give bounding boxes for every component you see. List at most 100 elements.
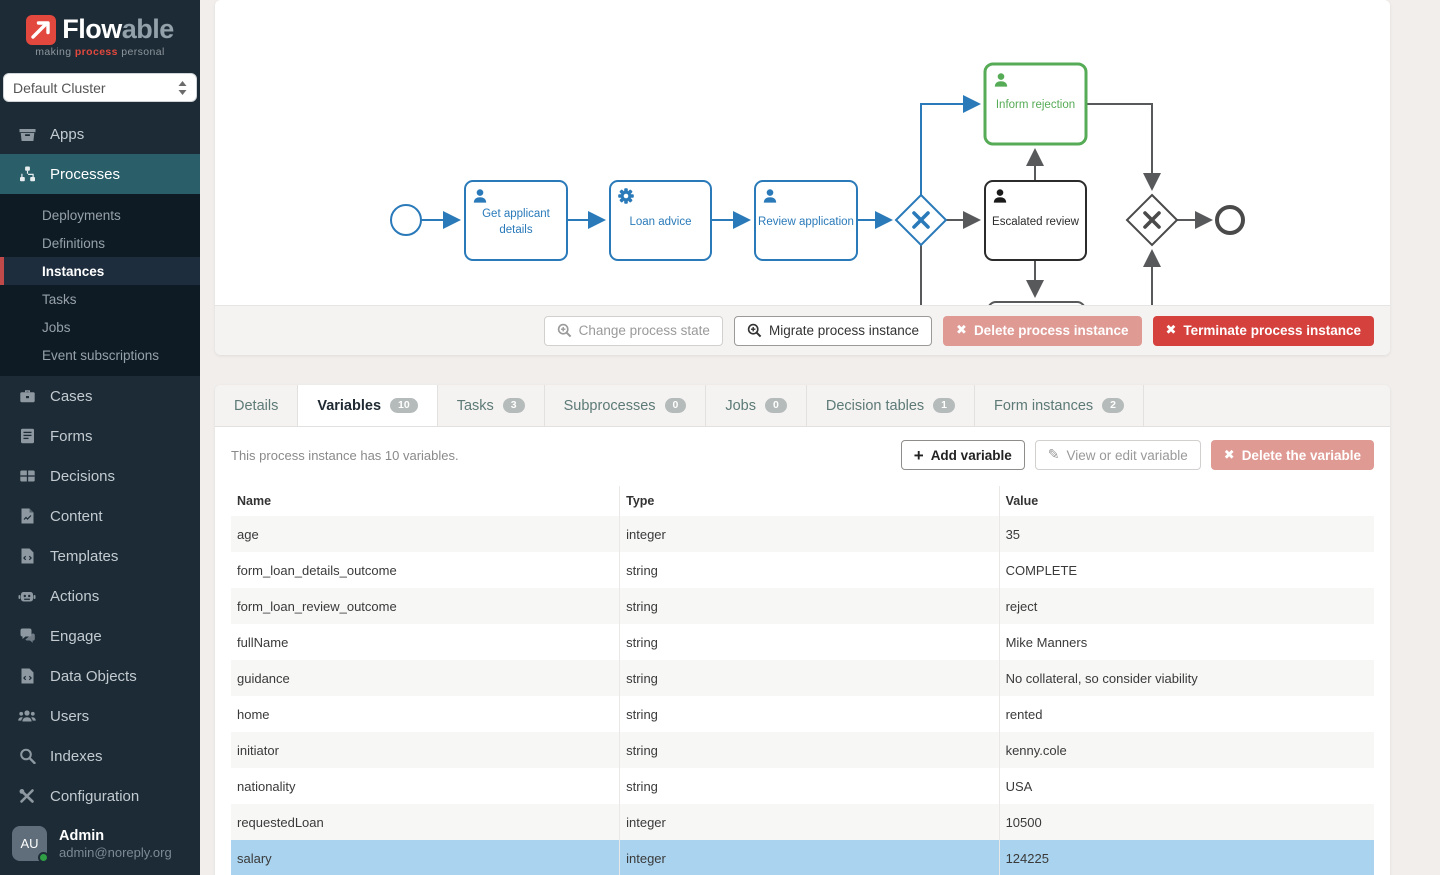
task-label-review-application[interactable]: Review application	[758, 215, 854, 228]
table-cell: salary	[237, 850, 272, 866]
sidebar-item-forms[interactable]: Forms	[0, 416, 200, 456]
task-node-clipped[interactable]	[988, 301, 1085, 305]
sidebar-item-label: Data Objects	[50, 667, 137, 685]
column-header-type: Type	[619, 486, 1000, 516]
task-node-loan-advice[interactable]	[609, 180, 712, 261]
sidebar-subitem-event-subscriptions[interactable]: Event subscriptions	[42, 347, 160, 363]
sidebar-item-users[interactable]: Users	[0, 696, 200, 736]
migrate-process-instance-button[interactable]: Migrate process instance	[733, 315, 933, 346]
table-cell: kenny.cole	[998, 732, 1374, 768]
end-event-node[interactable]	[1215, 205, 1245, 235]
column-header-value: Value	[998, 486, 1374, 516]
tab-label: Tasks	[456, 397, 494, 414]
sidebar-item-label: Users	[50, 707, 90, 725]
task-label-inform-rejection[interactable]: Inform rejection	[995, 99, 1076, 112]
cluster-select[interactable]: Default Cluster	[3, 73, 197, 102]
sidebar-item-actions[interactable]: Actions	[0, 576, 200, 616]
table-row-requestedLoan[interactable]: requestedLoan integer 10500	[231, 804, 1374, 840]
processes-submenu: Deployments Definitions Instances Tasks Jobs…	[0, 194, 200, 376]
task-label-escalated-review[interactable]: Escalated review	[992, 215, 1079, 228]
table-row-guidance[interactable]: guidance string No collateral, so consider…	[231, 660, 1374, 696]
table-row-age[interactable]: age integer 35	[231, 516, 1374, 552]
table-row-nationality[interactable]: nationality string USA	[231, 768, 1374, 804]
table-row-salary[interactable]: salary integer 124225	[231, 840, 1374, 875]
apps-icon	[18, 126, 36, 142]
sidebar-nav: Apps Processes Deployments Definitions Insta…	[0, 114, 200, 816]
cases-icon	[18, 388, 36, 404]
table-cell: string	[619, 588, 1000, 624]
task-node-escalated-review[interactable]	[984, 180, 1087, 261]
tab-count-badge: 0	[664, 397, 687, 414]
table-cell: No collateral, so consider viability	[998, 660, 1374, 696]
sidebar: Flowable making process personal Default…	[0, 0, 200, 875]
table-cell: integer	[619, 516, 1000, 552]
table-cell: COMPLETE	[998, 552, 1374, 588]
tab-form-instances[interactable]: Form instances 2	[975, 385, 1144, 426]
tab-label: Form instances	[994, 397, 1094, 414]
table-cell: integer	[619, 804, 1000, 840]
table-row-home[interactable]: home string rented	[231, 696, 1374, 732]
task-label-get-applicant-details[interactable]: Get applicant details	[482, 207, 550, 236]
delete-variable-button[interactable]: ✖ Delete the variable	[1210, 440, 1374, 470]
tab-bar: Details Variables 10 Tasks 3 Subprocesses 0 Job…	[215, 385, 1390, 427]
user-email: admin@noreply.org	[59, 844, 172, 860]
tab-tasks[interactable]: Tasks 3	[438, 385, 545, 426]
gateway-x-icon	[912, 211, 930, 229]
change-process-state-button[interactable]: Change process state	[543, 315, 723, 346]
table-cell: USA	[998, 768, 1374, 804]
table-cell: requestedLoan	[237, 814, 324, 830]
sidebar-item-content[interactable]: Content	[0, 496, 200, 536]
start-event-node[interactable]	[390, 204, 422, 236]
add-variable-button[interactable]: + Add variable	[900, 440, 1025, 470]
sidebar-item-templates[interactable]: Templates	[0, 536, 200, 576]
cluster-select-value: Default Cluster	[13, 79, 106, 96]
sidebar-subitem-definitions[interactable]: Definitions	[42, 235, 106, 251]
sidebar-item-engage[interactable]: Engage	[0, 616, 200, 656]
table-cell: form_loan_review_outcome	[237, 598, 397, 614]
user-task-icon	[993, 189, 1007, 203]
table-row-form_loan_review_outcome[interactable]: form_loan_review_outcome string reject	[231, 588, 1374, 624]
sidebar-item-configuration[interactable]: Configuration	[0, 776, 200, 816]
sidebar-item-apps[interactable]: Apps	[0, 114, 200, 154]
task-label-loan-advice[interactable]: Loan advice	[629, 215, 692, 228]
table-cell: home	[237, 706, 270, 722]
sidebar-subitem-instances[interactable]: Instances	[0, 257, 200, 285]
sidebar-subitem-deployments[interactable]: Deployments	[42, 207, 121, 223]
task-node-get-applicant-details[interactable]	[464, 180, 568, 261]
task-node-inform-rejection-active[interactable]	[983, 62, 1088, 146]
sidebar-subitem-tasks[interactable]: Tasks	[42, 291, 77, 307]
sidebar-item-data-objects[interactable]: Data Objects	[0, 656, 200, 696]
flowable-logo-icon	[26, 14, 57, 45]
user-profile[interactable]: AU Admin admin@noreply.org	[0, 816, 200, 875]
sidebar-item-decisions[interactable]: Decisions	[0, 456, 200, 496]
table-cell: reject	[998, 588, 1374, 624]
bpmn-diagram-canvas[interactable]: Get applicant details Loan advice Review…	[215, 0, 1390, 305]
table-row-fullName[interactable]: fullName string Mike Manners	[231, 624, 1374, 660]
sidebar-item-processes[interactable]: Processes	[0, 154, 200, 194]
sidebar-item-indexes[interactable]: Indexes	[0, 736, 200, 776]
tab-variables[interactable]: Variables 10	[298, 385, 438, 426]
table-header-row: Name Type Value	[231, 486, 1374, 516]
delete-process-instance-button[interactable]: ✖ Delete process instance	[943, 315, 1142, 346]
tab-decision-tables[interactable]: Decision tables 1	[807, 385, 976, 426]
flow-inform-to-gateway2	[1086, 103, 1161, 191]
forms-icon	[18, 428, 36, 444]
sidebar-item-cases[interactable]: Cases	[0, 376, 200, 416]
table-cell: 35	[998, 516, 1374, 552]
sidebar-item-label: Engage	[50, 627, 102, 645]
tab-subprocesses[interactable]: Subprocesses 0	[545, 385, 707, 426]
sidebar-subitem-jobs[interactable]: Jobs	[42, 319, 71, 335]
x-mark-icon: ✖	[1223, 447, 1235, 463]
table-cell: string	[619, 552, 1000, 588]
task-node-review-application[interactable]	[754, 180, 858, 261]
table-row-initiator[interactable]: initiator string kenny.cole	[231, 732, 1374, 768]
engage-icon	[18, 628, 36, 644]
zoom-icon	[557, 323, 571, 338]
terminate-process-instance-button[interactable]: ✖ Terminate process instance	[1152, 315, 1374, 346]
tab-jobs[interactable]: Jobs 0	[706, 385, 807, 426]
view-edit-variable-button[interactable]: ✎ View or edit variable	[1034, 440, 1201, 470]
select-arrows-icon	[178, 80, 187, 95]
tab-details[interactable]: Details	[215, 385, 299, 426]
table-row-form_loan_details_outcome[interactable]: form_loan_details_outcome string COMPLETE	[231, 552, 1374, 588]
online-status-dot	[38, 852, 49, 863]
